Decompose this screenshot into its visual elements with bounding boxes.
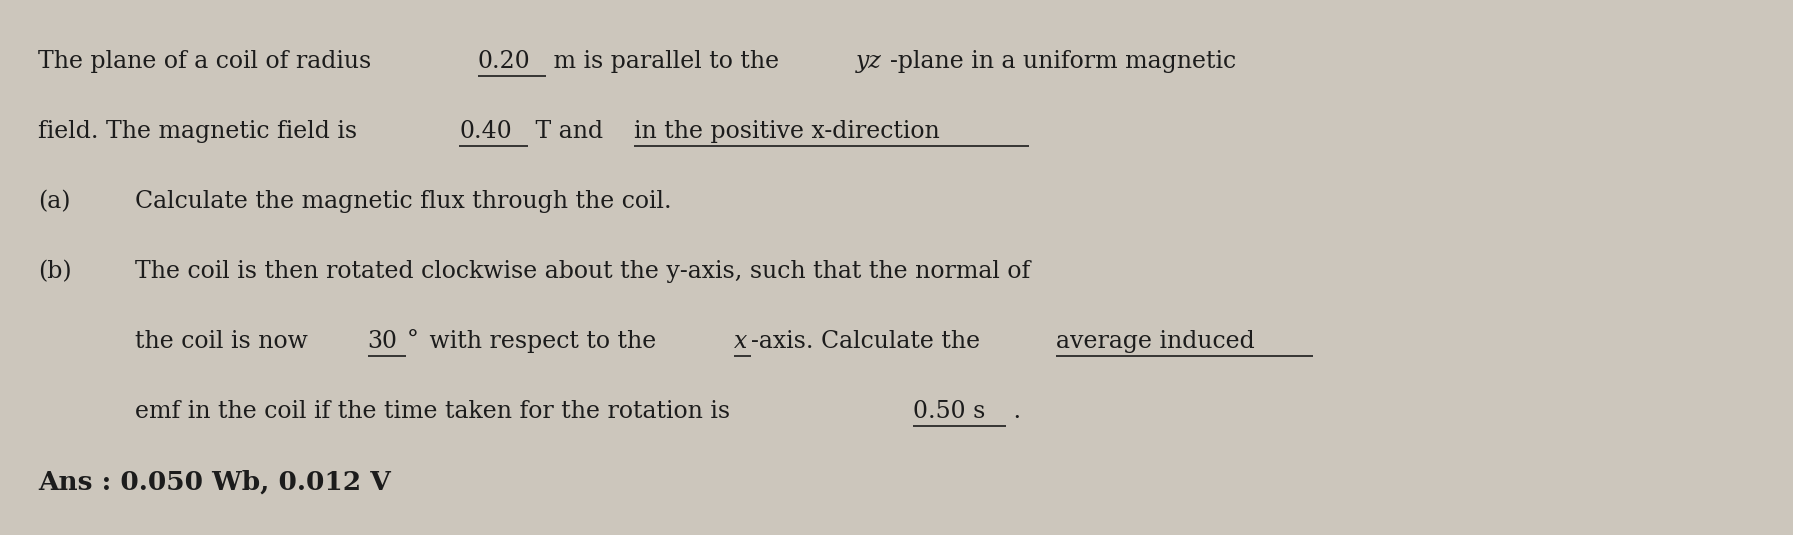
Text: x: x (733, 330, 748, 353)
Text: emf in the coil if the time taken for the rotation is: emf in the coil if the time taken for th… (134, 400, 737, 423)
Text: with respect to the: with respect to the (421, 330, 663, 353)
Text: .: . (1006, 400, 1020, 423)
Text: m is parallel to the: m is parallel to the (545, 50, 787, 73)
Text: -plane in a uniform magnetic: -plane in a uniform magnetic (889, 50, 1235, 73)
Text: (a): (a) (38, 190, 70, 213)
Text: The plane of a coil of radius: The plane of a coil of radius (38, 50, 378, 73)
Text: 0.40: 0.40 (459, 120, 513, 143)
Text: average induced: average induced (1056, 330, 1255, 353)
Text: field. The magnetic field is: field. The magnetic field is (38, 120, 364, 143)
Text: in the positive x-direction: in the positive x-direction (635, 120, 940, 143)
Text: 30: 30 (368, 330, 398, 353)
Text: °: ° (407, 330, 418, 353)
Text: 0.20: 0.20 (477, 50, 531, 73)
Text: the coil is now: the coil is now (134, 330, 316, 353)
Text: T and: T and (527, 120, 610, 143)
Text: 0.50 s: 0.50 s (913, 400, 984, 423)
Text: yz: yz (857, 50, 882, 73)
Text: Ans : 0.050 Wb, 0.012 V: Ans : 0.050 Wb, 0.012 V (38, 470, 391, 495)
Text: Calculate the magnetic flux through the coil.: Calculate the magnetic flux through the … (134, 190, 672, 213)
Text: (b): (b) (38, 260, 72, 283)
Text: The coil is then rotated clockwise about the y-axis, such that the normal of: The coil is then rotated clockwise about… (134, 260, 1031, 283)
Text: -axis. Calculate the: -axis. Calculate the (751, 330, 988, 353)
